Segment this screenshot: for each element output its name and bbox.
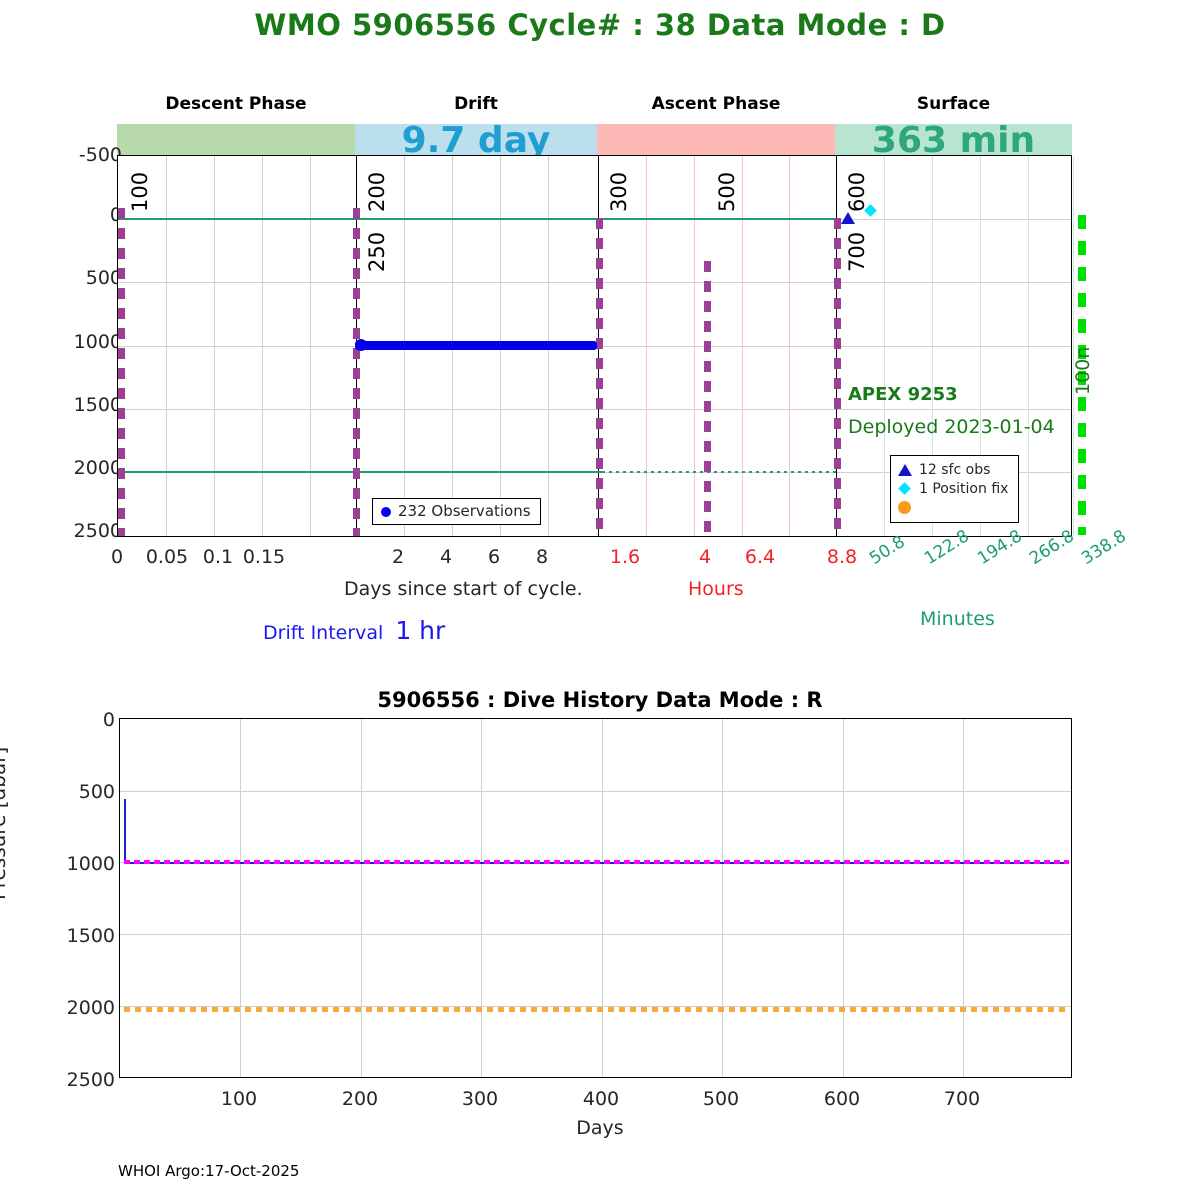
drift-interval-value: 1 hr	[395, 616, 446, 645]
xtick-days-2: 0.1	[202, 546, 234, 568]
observations-legend-label: 232 Observations	[398, 502, 531, 520]
bot-ytick-4: 2000	[66, 997, 115, 1019]
pressure-marker-500	[704, 261, 711, 536]
top-ytick-2: 500	[85, 267, 122, 289]
xtick-days-0: 0	[110, 546, 124, 568]
drift-interval-annotation: Drift Interval 1 hr	[263, 616, 445, 645]
observations-marker-icon	[381, 507, 391, 517]
bot-xtick-3: 400	[582, 1088, 620, 1110]
circle-icon	[898, 501, 911, 514]
bot-xtick-2: 300	[461, 1088, 499, 1110]
surface-legend: 12 sfc obs 1 Position fix	[890, 455, 1020, 523]
page-title: WMO 5906556 Cycle# : 38 Data Mode : D	[254, 8, 946, 42]
xaxis-title-days-bottom: Days	[576, 1117, 624, 1139]
pressure-label-100: 100	[128, 171, 152, 212]
xaxis-title-minutes: Minutes	[920, 608, 995, 630]
phase-band-ascent	[597, 124, 835, 156]
dive-history-title: 5906556 : Dive History Data Mode : R	[377, 688, 823, 712]
xtick-hours-1: 4	[698, 546, 712, 568]
top-ytick-3: 1000	[73, 331, 122, 353]
top-ytick-1: 0	[109, 204, 122, 226]
bot-ytick-2: 1000	[66, 853, 115, 875]
pressure-marker-300	[596, 218, 603, 536]
drift-interval-label: Drift Interval	[263, 622, 384, 644]
pressure-label-250: 250	[365, 231, 389, 272]
phase-band-surface	[835, 124, 1072, 156]
top-ytick-5: 2000	[73, 457, 122, 479]
xaxis-title-hours: Hours	[688, 578, 744, 600]
phase-label-descent: Descent Phase	[165, 94, 307, 114]
bot-xtick-1: 200	[341, 1088, 379, 1110]
deployment-date-annotation: Deployed 2023-01-04	[848, 416, 1055, 438]
pressure-label-200: 200	[365, 171, 389, 212]
yaxis-title-pressure: Pressure [dbar]	[0, 746, 10, 900]
pressure-label-500: 500	[715, 171, 739, 212]
phase-band-descent	[117, 124, 355, 156]
xtick-minutes-0: 50.8	[866, 531, 909, 569]
xtick-hours-2: 6.4	[744, 546, 776, 568]
surface-obs-marker	[841, 212, 855, 224]
float-name-annotation: APEX 9253	[848, 384, 958, 405]
phase-value-drift: 9.7 day	[401, 120, 551, 161]
reference-line-2000	[118, 471, 602, 473]
pressure-marker-100	[118, 208, 125, 536]
phase-value-surface: 363 min	[871, 120, 1036, 161]
legend-row-sfc-obs: 12 sfc obs	[898, 460, 1008, 479]
xtick-days-5: 4	[439, 546, 453, 568]
bot-ytick-0: 0	[102, 709, 115, 731]
top-ytick-4: 1500	[73, 394, 122, 416]
phase-band-drift	[355, 124, 597, 156]
top-ytick-0: -500	[78, 144, 122, 166]
phase-label-ascent: Ascent Phase	[651, 94, 781, 114]
reference-line-2000-dotted	[602, 471, 840, 473]
bot-ytick-1: 500	[78, 781, 115, 803]
bot-xtick-0: 100	[220, 1088, 258, 1110]
bot-xtick-6: 700	[943, 1088, 981, 1110]
bot-xtick-5: 600	[823, 1088, 861, 1110]
xtick-hours-3: 8.8	[826, 546, 858, 568]
phase-label-surface: Surface	[916, 94, 991, 114]
xtick-days-1: 0.05	[145, 546, 189, 568]
dive-history-profile-depth-series	[124, 1007, 1069, 1012]
phase-band-group: Descent Phase Drift Ascent Phase Surface…	[117, 94, 1072, 161]
legend-label-position-fix: 1 Position fix	[919, 480, 1009, 497]
bot-ytick-5: 2500	[66, 1069, 115, 1091]
footer-credit: WHOI Argo:17-Oct-2025	[118, 1162, 300, 1180]
drift-observations-tail	[355, 339, 367, 351]
legend-label-sfc-obs: 12 sfc obs	[919, 461, 991, 478]
reference-line-surface	[118, 218, 840, 220]
top-ytick-6: 2500	[73, 520, 122, 542]
xtick-days-7: 8	[535, 546, 549, 568]
drift-observations-series	[355, 341, 597, 350]
dive-history-drift-pressure-series	[124, 860, 1069, 864]
pressure-label-700: 700	[845, 231, 869, 272]
xtick-days-3: 0.15	[242, 546, 286, 568]
dive-history-plot	[119, 718, 1072, 1078]
legend-row-orange	[898, 498, 1008, 517]
pressure-marker-600-700	[834, 218, 841, 536]
surface-interval-label: 100n	[1072, 346, 1094, 395]
surface-interval-marker	[1078, 215, 1086, 535]
bot-xtick-4: 500	[702, 1088, 740, 1110]
triangle-up-icon	[898, 463, 912, 476]
phase-label-drift: Drift	[454, 94, 498, 114]
xtick-days-4: 2	[391, 546, 405, 568]
observations-legend: 232 Observations	[372, 498, 541, 525]
pressure-marker-200-250	[353, 208, 360, 536]
diamond-icon	[898, 482, 911, 495]
xtick-days-6: 6	[487, 546, 501, 568]
pressure-label-300: 300	[607, 171, 631, 212]
dive-history-initial-spike	[124, 799, 126, 862]
pressure-label-600: 600	[845, 171, 869, 212]
xaxis-title-days: Days since start of cycle.	[344, 578, 583, 600]
xtick-hours-0: 1.6	[609, 546, 641, 568]
legend-row-position-fix: 1 Position fix	[898, 479, 1008, 498]
bot-ytick-3: 1500	[66, 925, 115, 947]
